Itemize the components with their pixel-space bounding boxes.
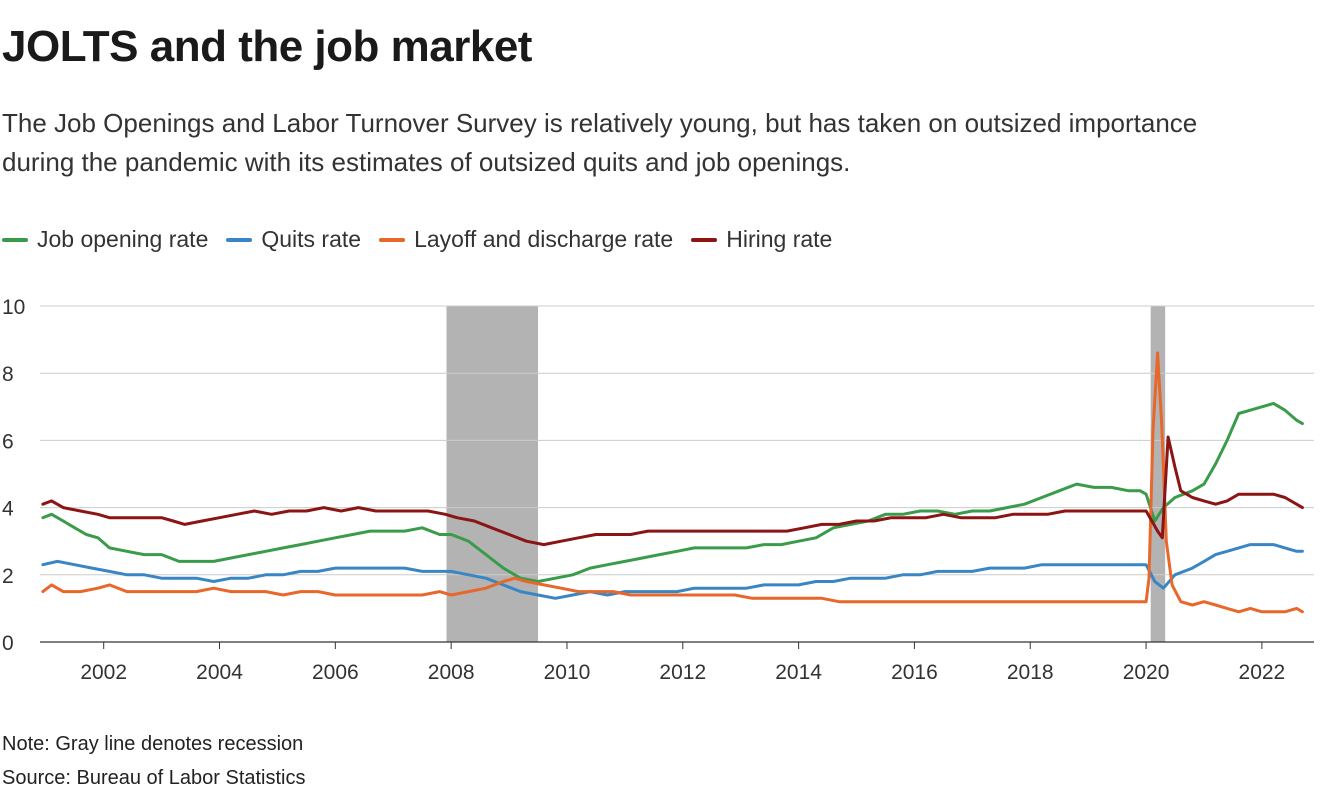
legend-label-layoff-rate: Layoff and discharge rate <box>414 226 674 252</box>
series-line-layoff-and-discharge-rate <box>41 351 1304 614</box>
legend-item-layoff-rate: Layoff and discharge rate <box>379 226 673 253</box>
x-tick-label-2004: 2004 <box>196 661 243 684</box>
y-tick-label-6: 6 <box>2 430 14 453</box>
x-tick-label-2006: 2006 <box>312 661 359 684</box>
chart-source: Source: Bureau of Labor Statistics <box>2 767 306 789</box>
chart-title: JOLTS and the job market <box>2 22 532 71</box>
legend-item-hiring-rate: Hiring rate <box>691 226 832 253</box>
y-tick-label-0: 0 <box>2 632 14 655</box>
gridlines <box>40 305 1314 576</box>
y-tick-label-10: 10 <box>2 296 25 319</box>
line-chart: 0 2 4 6 8 10 2002 2004 2006 2008 2010 2012 2014 2016 2… <box>2 296 1314 684</box>
x-tick-label-2010: 2010 <box>544 661 591 684</box>
legend-label-job-opening-rate: Job opening rate <box>37 226 209 252</box>
legend-swatch-job-opening-rate <box>2 237 28 242</box>
legend-label-quits-rate: Quits rate <box>261 226 362 252</box>
legend-swatch-quits-rate <box>226 237 253 242</box>
legend-swatch-hiring-rate <box>691 237 718 242</box>
series-line-job-opening-rate <box>41 401 1304 583</box>
legend: Job opening rate Quits rate Layoff and d… <box>2 226 832 253</box>
x-tick-label-2014: 2014 <box>775 661 822 684</box>
x-tick-label-2002: 2002 <box>80 661 127 684</box>
y-tick-label-4: 4 <box>2 498 14 521</box>
y-tick-label-2: 2 <box>2 565 14 588</box>
series-line-quits-rate <box>41 543 1304 600</box>
series-line-hiring-rate <box>41 435 1304 547</box>
x-tick-label-2022: 2022 <box>1239 661 1286 684</box>
legend-item-quits-rate: Quits rate <box>226 226 361 253</box>
recession-bands <box>446 306 1166 642</box>
x-tick-label-2008: 2008 <box>428 661 475 684</box>
y-tick-label-8: 8 <box>2 363 14 386</box>
x-tick-label-2016: 2016 <box>891 661 938 684</box>
x-tick-label-2018: 2018 <box>1007 661 1054 684</box>
legend-label-hiring-rate: Hiring rate <box>726 226 833 252</box>
x-tick-label-2012: 2012 <box>659 661 706 684</box>
legend-swatch-layoff-rate <box>379 237 406 242</box>
x-tick-label-2020: 2020 <box>1123 661 1170 684</box>
chart-note: Note: Gray line denotes recession <box>2 733 304 755</box>
axes: 0 2 4 6 8 10 2002 2004 2006 2008 2010 2012 2014 2016 2… <box>2 296 1314 684</box>
legend-item-job-opening-rate: Job opening rate <box>2 226 208 253</box>
series-lines <box>41 351 1304 614</box>
chart-subtitle: The Job Openings and Labor Turnover Surv… <box>2 108 1198 177</box>
